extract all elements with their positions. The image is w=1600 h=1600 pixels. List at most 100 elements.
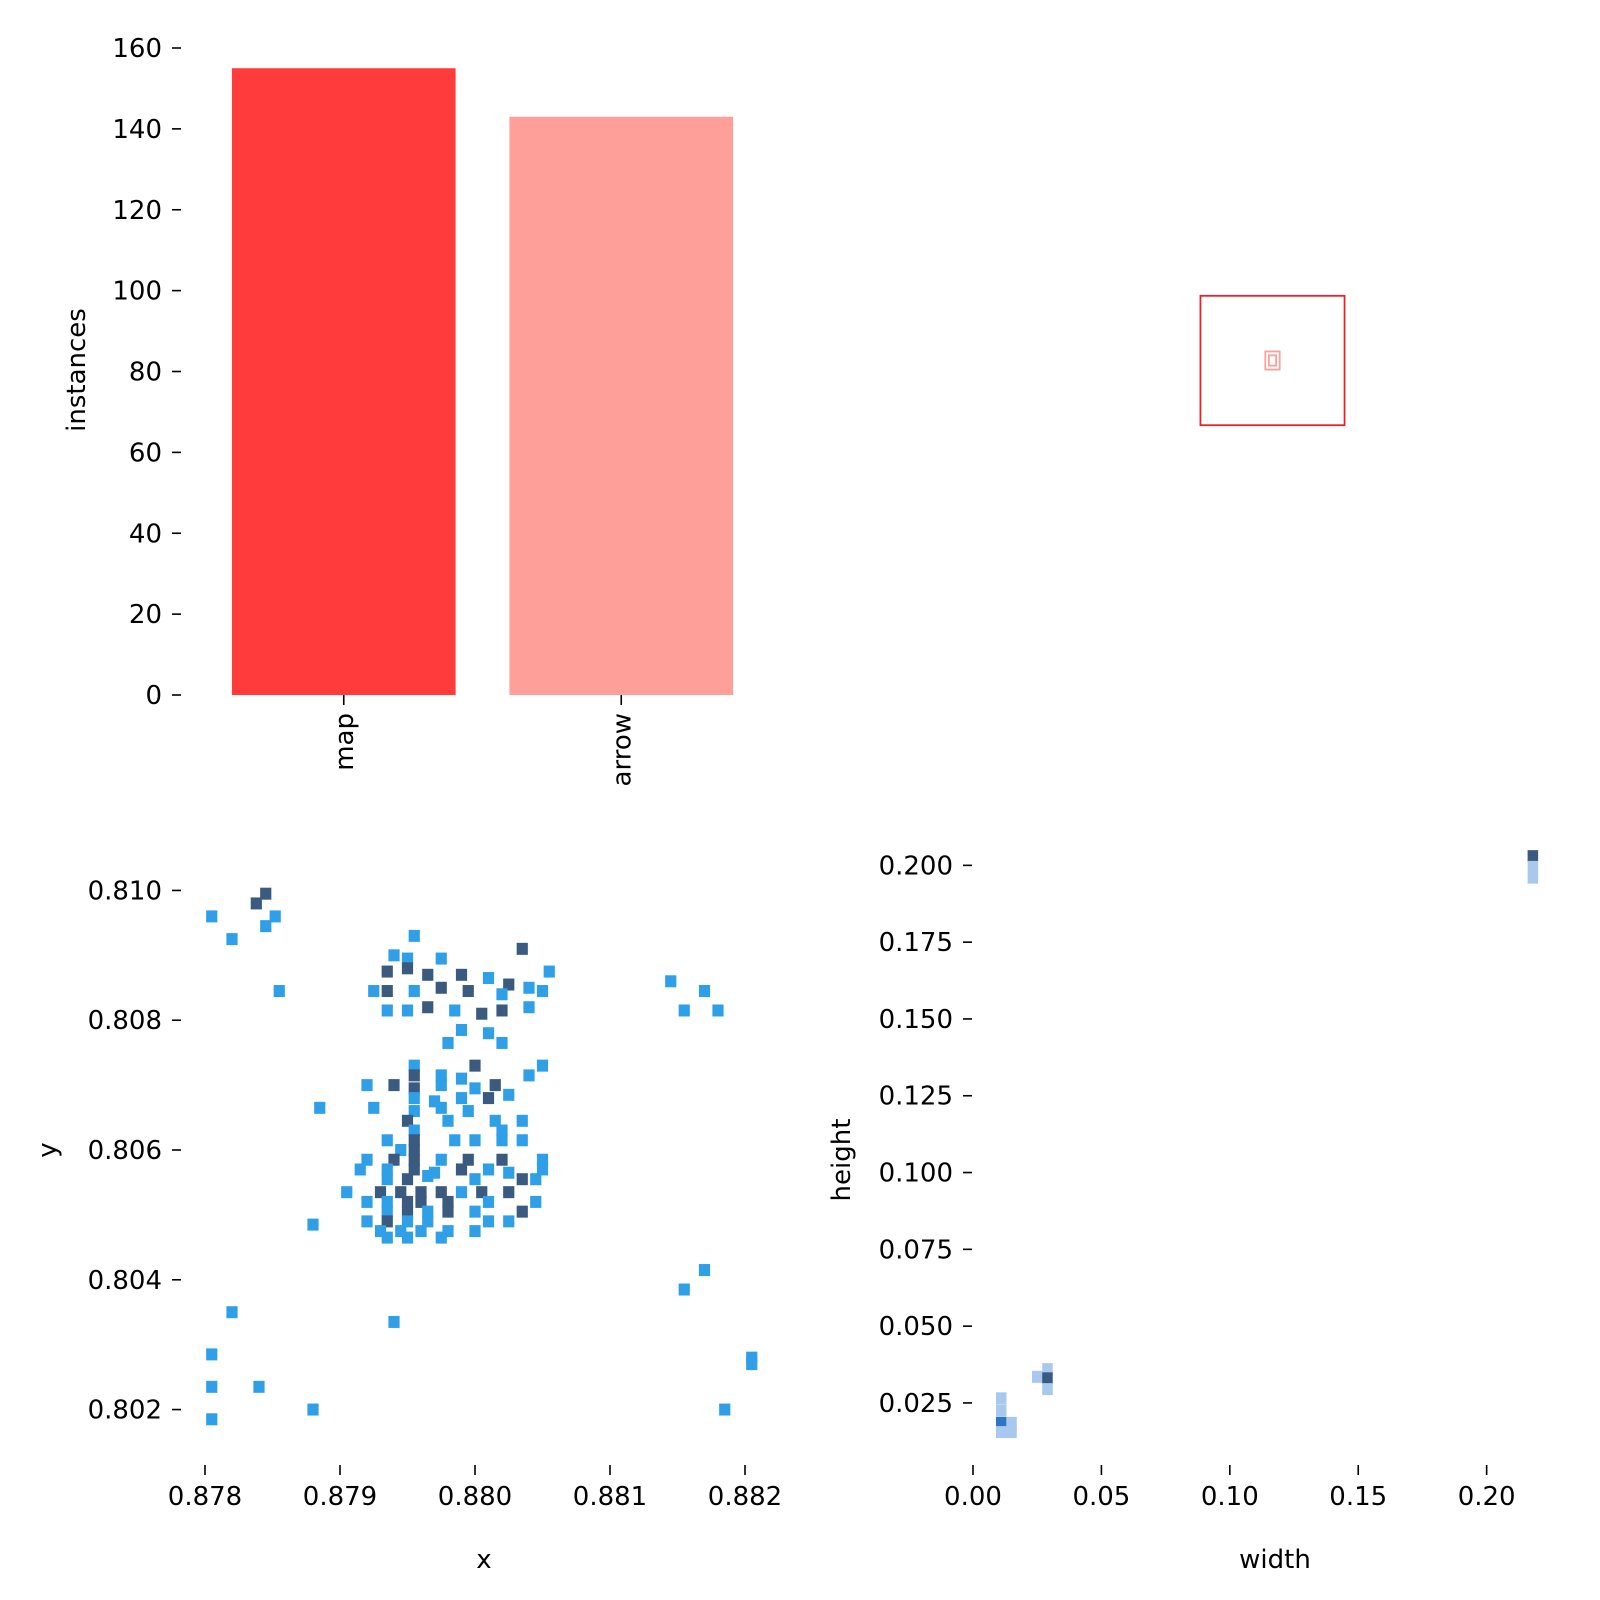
xy-heatmap-cell xyxy=(408,1105,420,1118)
xy-x-tick-label: 0.878 xyxy=(168,1482,242,1512)
xy-heatmap-cell xyxy=(469,1205,481,1218)
xy-heatmap-cell xyxy=(435,981,447,994)
xy-heatmap-cell xyxy=(374,1186,387,1199)
xy-heatmap-cell xyxy=(482,1027,495,1040)
xy-heatmap-cell xyxy=(381,1205,393,1218)
xy-heatmap-cell xyxy=(503,978,515,991)
xy-heatmap-cell xyxy=(449,1134,461,1147)
xy-heatmap-cell xyxy=(516,1205,528,1218)
xy-heatmap-cell xyxy=(530,1195,542,1208)
xy-heatmap-cell xyxy=(361,1079,373,1092)
wh-heatmap-cell xyxy=(996,1426,1007,1439)
xy-heatmap-cell xyxy=(496,1124,508,1137)
box-overlay xyxy=(1199,294,1346,427)
xy-heatmap-cell xyxy=(536,985,549,998)
xy-y-tick-label: 0.806 xyxy=(88,1136,162,1166)
xy-heatmap-cell xyxy=(401,1173,414,1186)
wh-y-tick-label: 0.150 xyxy=(879,1005,953,1035)
xy-heatmap-cell xyxy=(496,1134,508,1147)
xy-heatmap-cell xyxy=(503,1186,515,1199)
xy-heatmap-cell xyxy=(381,1231,393,1244)
wh-x-ticks: 0.00 0.05 0.10 0.15 0.20 xyxy=(944,1465,1516,1512)
xy-heatmap-cell xyxy=(422,1205,434,1218)
xy-heatmap-cell xyxy=(314,1101,326,1114)
label-box-0 xyxy=(1199,294,1346,427)
xy-heatmap-cell xyxy=(476,1186,488,1199)
xy-heatmap-cell xyxy=(368,1101,380,1114)
xy-heatmap: 0.878 0.879 0.880 0.881 0.882 0.810 0.808 0.80… xyxy=(33,876,782,1575)
xy-heatmap-cell xyxy=(482,972,495,985)
xy-heatmap-cell xyxy=(395,1225,407,1238)
wh-heatmap-cell xyxy=(1042,1363,1053,1376)
xy-heatmap-cell xyxy=(462,1105,474,1118)
xy-heatmap-cell xyxy=(381,1173,393,1186)
xy-heatmap-cell xyxy=(455,1163,468,1176)
bar-chart: 0 20 40 60 80 100 120 140 160 map arrow instances xyxy=(62,34,734,786)
xy-heatmap-cell xyxy=(746,1358,758,1371)
wh-heatmap: 0.00 0.05 0.10 0.15 0.20 0.025 0.050 0.075 0.10… xyxy=(827,850,1539,1575)
xy-heatmap-cell xyxy=(401,962,414,975)
xy-heatmap-cell xyxy=(401,1114,414,1127)
xy-x-tick-label: 0.882 xyxy=(708,1482,782,1512)
wh-heatmap-cell xyxy=(1527,871,1539,884)
xy-heatmap-cell xyxy=(543,965,555,978)
xy-x-ticks: 0.878 0.879 0.880 0.881 0.882 xyxy=(168,1465,782,1512)
xy-heatmap-cell xyxy=(435,1101,447,1114)
xy-heatmap-cell xyxy=(422,1215,434,1228)
xy-heatmap-cell xyxy=(428,1095,441,1108)
xy-heatmap-cell xyxy=(523,981,535,994)
xy-heatmap-cell xyxy=(503,1088,515,1101)
label-box-1 xyxy=(1264,350,1281,371)
xy-heatmap-cell xyxy=(442,1114,454,1127)
bar-y-tick-label: 0 xyxy=(145,681,162,711)
wh-y-tick-label: 0.025 xyxy=(879,1389,953,1419)
xy-y-axis-label: y xyxy=(33,1142,63,1157)
wh-heatmap-cell xyxy=(1042,1372,1053,1385)
bar-arrow xyxy=(509,116,734,695)
bar-y-tick-label: 60 xyxy=(129,438,162,468)
wh-heatmap-cell xyxy=(996,1404,1007,1417)
xy-y-tick-label: 0.808 xyxy=(88,1006,162,1036)
xy-heatmap-cell xyxy=(260,920,272,933)
xy-heatmap-cell xyxy=(536,1059,549,1072)
xy-heatmap-cell xyxy=(496,988,508,1001)
wh-x-axis-label: width xyxy=(1239,1545,1311,1575)
xy-x-tick-label: 0.880 xyxy=(438,1482,512,1512)
xy-heatmap-cell xyxy=(678,1004,690,1017)
xy-heatmap-cell xyxy=(482,1163,495,1176)
xy-heatmap-cell xyxy=(523,1001,535,1014)
wh-y-tick-label: 0.200 xyxy=(879,851,953,881)
xy-heatmap-cell xyxy=(496,1153,508,1166)
xy-heatmap-cell xyxy=(698,985,711,998)
xy-heatmap-cell xyxy=(435,1069,447,1082)
xy-heatmap-cell xyxy=(341,1186,353,1199)
xy-heatmap-cell xyxy=(307,1403,319,1416)
xy-heatmap-cell xyxy=(206,910,218,923)
xy-heatmap-cell xyxy=(482,1215,495,1228)
xy-heatmap-cell xyxy=(381,1163,393,1176)
xy-heatmap-cell xyxy=(449,1004,461,1017)
xy-heatmap-cell xyxy=(226,933,238,946)
xy-heatmap-cell xyxy=(665,975,677,988)
wh-heatmap-cell xyxy=(1527,850,1539,863)
xy-heatmap-cell xyxy=(206,1413,218,1426)
xy-heatmap-cell xyxy=(401,1195,414,1208)
xy-heatmap-cell xyxy=(253,1380,265,1393)
xy-heatmap-cell xyxy=(469,1173,481,1186)
xy-heatmap-cell xyxy=(435,952,447,965)
xy-heatmap-cell xyxy=(374,1225,387,1238)
xy-heatmap-cell xyxy=(719,1403,731,1416)
xy-heatmap-cell xyxy=(388,1079,400,1092)
xy-heatmap-cell xyxy=(496,1004,508,1017)
xy-heatmap-cell xyxy=(469,1059,481,1072)
xy-heatmap-cell xyxy=(381,1134,393,1147)
xy-heatmap-cell xyxy=(503,1166,515,1179)
xy-heatmap-cell xyxy=(516,1114,528,1127)
xy-heatmap-cell xyxy=(712,1004,724,1017)
xy-x-tick-label: 0.881 xyxy=(573,1482,647,1512)
xy-y-tick-label: 0.802 xyxy=(88,1396,162,1426)
wh-y-axis-label: height xyxy=(827,1119,857,1202)
xy-heatmap-cell xyxy=(435,1231,447,1244)
xy-heatmap-cell xyxy=(381,965,393,978)
xy-heatmap-cell xyxy=(361,1153,373,1166)
